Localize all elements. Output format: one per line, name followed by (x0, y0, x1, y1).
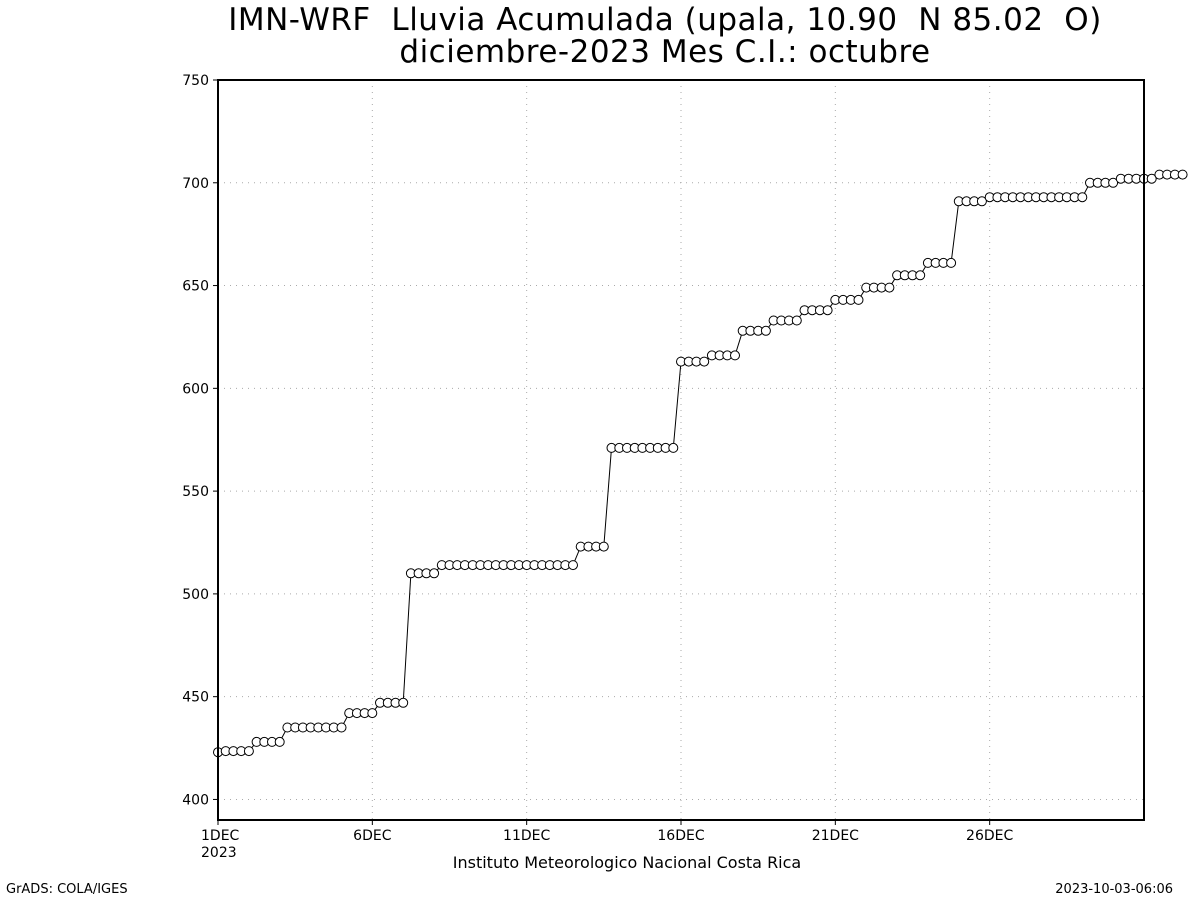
data-point (822, 305, 833, 316)
x-year-label: 2023 (201, 845, 237, 861)
series-line (217, 174, 1183, 753)
y-tick-label: 600 (182, 381, 209, 397)
chart-title: IMN-WRF Lluvia Acumulada (upala, 10.90 N… (228, 2, 1102, 38)
data-point (367, 708, 378, 719)
data-point (598, 541, 609, 552)
data-point (1077, 192, 1088, 203)
data-point (274, 736, 285, 747)
x-tick-label: 11DEC (503, 828, 550, 844)
y-tick-label: 650 (182, 279, 209, 295)
x-tick-label: 6DEC (353, 828, 392, 844)
x-tick-label: 21DEC (812, 828, 859, 844)
series-points (213, 169, 1188, 758)
y-tick-label: 500 (182, 587, 209, 603)
x-axis-label: Instituto Meteorologico Nacional Costa R… (453, 853, 801, 872)
y-axis: 400 450 500 550 600 650 700 750 (182, 73, 218, 808)
data-point (429, 568, 440, 579)
data-point (1146, 173, 1157, 184)
data-point (976, 196, 987, 207)
x-axis: 1DEC 6DEC 11DEC 16DEC 21DEC 26DEC (201, 820, 1013, 844)
data-point (884, 282, 895, 293)
chart-subtitle: diciembre-2023 Mes C.I.: octubre (399, 34, 931, 70)
data-point (398, 697, 409, 708)
data-point (760, 325, 771, 336)
data-point (243, 746, 254, 757)
plot-frame (217, 79, 1145, 821)
x-tick-label: 26DEC (966, 828, 1013, 844)
data-point (730, 350, 740, 361)
y-tick-label: 450 (182, 690, 209, 706)
data-point (791, 315, 802, 326)
footer-software: GrADS: COLA/IGES (6, 882, 128, 897)
y-tick-label: 550 (182, 484, 209, 500)
data-point (915, 270, 926, 281)
data-point (853, 294, 864, 305)
data-point (946, 257, 957, 268)
data-point (568, 560, 578, 571)
data-point (668, 442, 679, 453)
x-tick-label: 16DEC (657, 828, 704, 844)
data-point (699, 356, 710, 367)
data-point (336, 722, 347, 733)
y-tick-label: 400 (182, 792, 209, 808)
y-tick-label: 700 (182, 176, 209, 192)
data-point (1177, 169, 1188, 180)
footer-timestamp: 2023-10-03-06:06 (1055, 882, 1173, 897)
x-tick-label: 1DEC (201, 828, 240, 844)
y-tick-label: 750 (182, 73, 209, 89)
data-point (1108, 177, 1119, 188)
grid-lines (218, 80, 1144, 820)
